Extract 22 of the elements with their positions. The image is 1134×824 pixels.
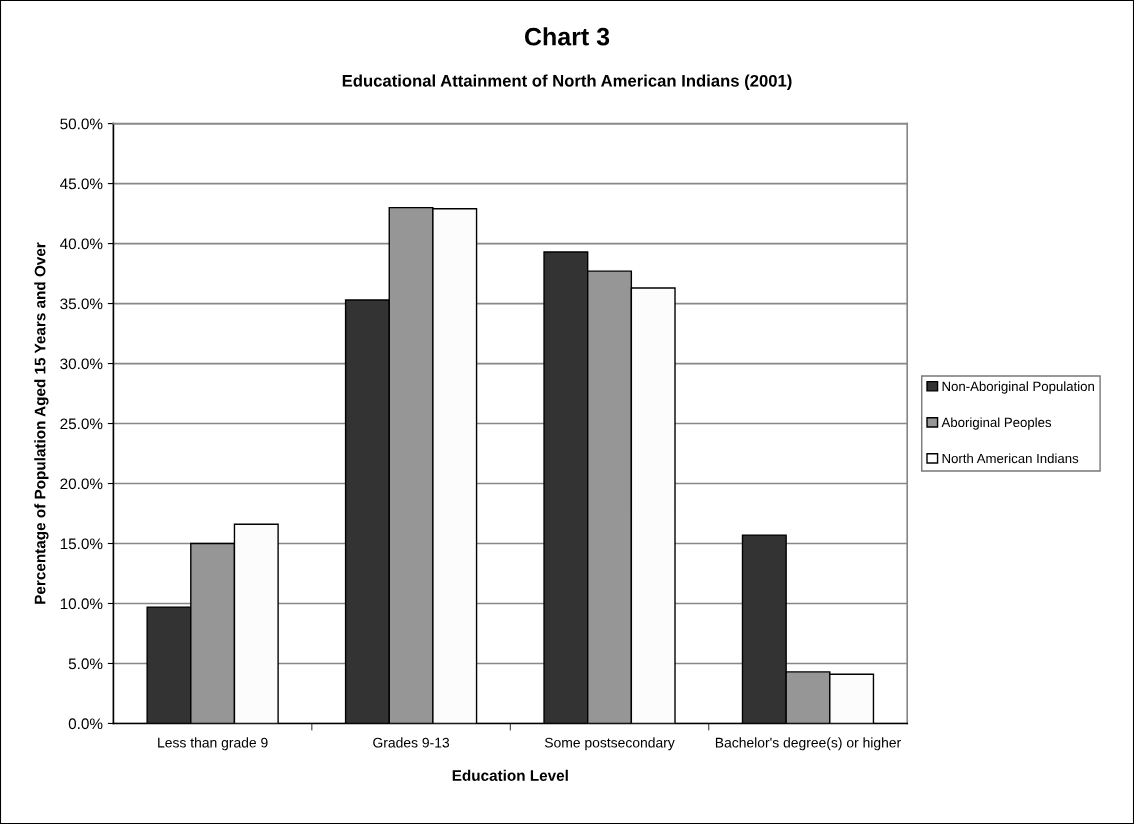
y-tick-label: 15.0% <box>60 538 103 550</box>
legend-label: North American Indians <box>942 453 1079 464</box>
y-tick-label: 0.0% <box>68 718 103 730</box>
y-tick-label: 35.0% <box>60 298 103 310</box>
x-tick-label: Grades 9-13 <box>373 737 450 748</box>
y-tick-label: 5.0% <box>68 658 103 670</box>
legend-label: Non-Aboriginal Population <box>942 381 1094 394</box>
chart-title: Chart 3 <box>524 27 610 46</box>
y-tick-label: 25.0% <box>60 418 103 430</box>
x-tick-label: Some postsecondary <box>544 737 675 751</box>
chart-subtitle: Educational Attainment of North American Indians (2001) <box>342 74 792 90</box>
y-tick-label: 40.0% <box>60 238 103 250</box>
y-tick-label: 45.0% <box>60 178 103 190</box>
x-tick-label: Less than grade 9 <box>158 737 268 751</box>
y-tick-label: 10.0% <box>60 598 103 610</box>
y-tick-label: 30.0% <box>60 358 103 370</box>
y-tick-label: 20.0% <box>60 478 103 490</box>
y-axis-title: Percentage of Population Aged 15 Years and Over <box>34 242 49 604</box>
x-axis-title: Education Level <box>452 769 568 781</box>
y-tick-label: 50.0% <box>60 118 103 130</box>
x-tick-label: Bachelor's degree(s) or higher <box>715 737 901 751</box>
legend-label: Aboriginal Peoples <box>941 417 1052 430</box>
